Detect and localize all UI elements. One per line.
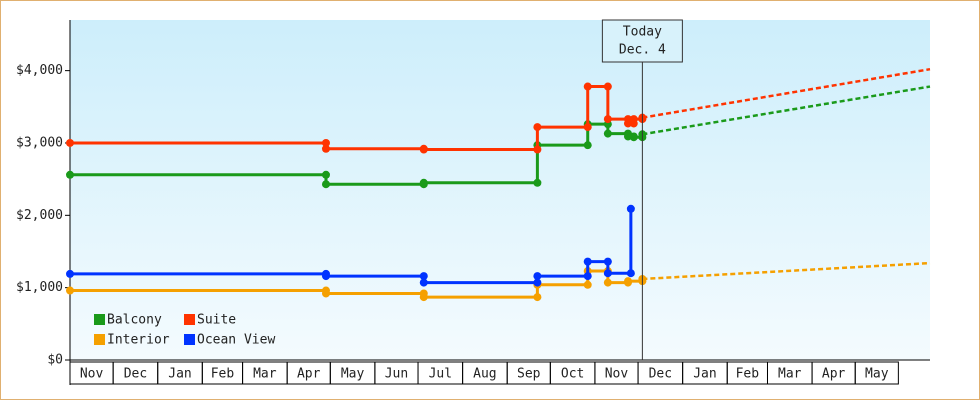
x-tick-label: Sep bbox=[517, 367, 541, 382]
marker bbox=[66, 269, 74, 278]
x-tick-label: May bbox=[865, 367, 889, 382]
marker bbox=[583, 257, 592, 266]
y-tick-label: $2,000 bbox=[16, 208, 63, 223]
plot-area bbox=[70, 20, 930, 360]
today-label: Dec. 4 bbox=[619, 43, 666, 58]
marker bbox=[66, 138, 74, 147]
marker bbox=[419, 145, 428, 154]
x-tick-label: Jan bbox=[168, 367, 191, 382]
x-tick-label: Jul bbox=[429, 367, 452, 382]
marker bbox=[629, 115, 638, 124]
marker bbox=[321, 170, 330, 179]
marker bbox=[533, 145, 542, 154]
x-tick-label: Mar bbox=[778, 367, 802, 382]
legend-swatch bbox=[94, 314, 105, 325]
x-tick-label: Mar bbox=[253, 367, 277, 382]
marker bbox=[583, 272, 592, 281]
forecast-line bbox=[642, 261, 931, 281]
marker bbox=[321, 180, 330, 189]
x-tick-label: Jun bbox=[385, 367, 408, 382]
y-tick-label: $0 bbox=[47, 353, 63, 368]
marker bbox=[419, 278, 428, 287]
marker bbox=[603, 82, 612, 91]
today-box bbox=[601, 19, 683, 63]
marker bbox=[321, 289, 330, 298]
marker bbox=[321, 144, 330, 153]
marker bbox=[603, 115, 612, 124]
marker bbox=[629, 133, 638, 142]
marker bbox=[603, 269, 612, 278]
marker bbox=[583, 141, 592, 150]
x-tick-label: Dec bbox=[649, 367, 672, 382]
x-tick-label: Nov bbox=[605, 367, 629, 382]
marker bbox=[583, 123, 592, 132]
marker bbox=[583, 280, 592, 289]
marker bbox=[419, 178, 428, 187]
marker bbox=[533, 272, 542, 281]
x-tick-label: Feb bbox=[211, 367, 235, 382]
x-tick-label: Aug bbox=[473, 367, 496, 382]
x-tick-label: Nov bbox=[80, 367, 104, 382]
legend-label: Suite bbox=[197, 313, 236, 328]
y-tick-label: $1,000 bbox=[16, 280, 63, 295]
legend-swatch bbox=[184, 314, 195, 325]
marker bbox=[623, 277, 632, 286]
x-tick-label: Apr bbox=[297, 367, 321, 382]
x-tick-label: Jan bbox=[693, 367, 716, 382]
forecast-line bbox=[642, 67, 931, 119]
marker bbox=[603, 278, 612, 287]
y-tick-label: $4,000 bbox=[16, 63, 63, 78]
legend-label: Balcony bbox=[107, 313, 162, 328]
x-tick-label: Dec bbox=[124, 367, 147, 382]
forecast-line bbox=[642, 85, 931, 136]
marker bbox=[603, 129, 612, 138]
marker bbox=[623, 119, 632, 128]
marker bbox=[603, 257, 612, 266]
marker bbox=[66, 170, 74, 179]
legend-swatch bbox=[94, 334, 105, 345]
legend-label: Interior bbox=[107, 333, 170, 348]
legend-swatch bbox=[184, 334, 195, 345]
marker bbox=[583, 82, 592, 91]
marker bbox=[533, 178, 542, 187]
marker bbox=[533, 123, 542, 132]
legend-label: Ocean View bbox=[197, 333, 275, 348]
today-label: Today bbox=[623, 25, 662, 40]
marker bbox=[66, 286, 74, 295]
x-tick-label: Feb bbox=[736, 367, 760, 382]
marker bbox=[626, 269, 635, 278]
marker bbox=[419, 293, 428, 302]
marker bbox=[321, 272, 330, 281]
marker bbox=[533, 278, 542, 287]
marker bbox=[626, 204, 635, 213]
x-tick-label: Apr bbox=[822, 367, 846, 382]
marker bbox=[321, 138, 330, 147]
marker bbox=[533, 293, 542, 302]
y-tick-label: $3,000 bbox=[16, 135, 63, 150]
month-box bbox=[854, 361, 899, 385]
x-tick-label: Oct bbox=[561, 367, 584, 382]
marker bbox=[419, 272, 428, 281]
x-tick-label: May bbox=[341, 367, 365, 382]
